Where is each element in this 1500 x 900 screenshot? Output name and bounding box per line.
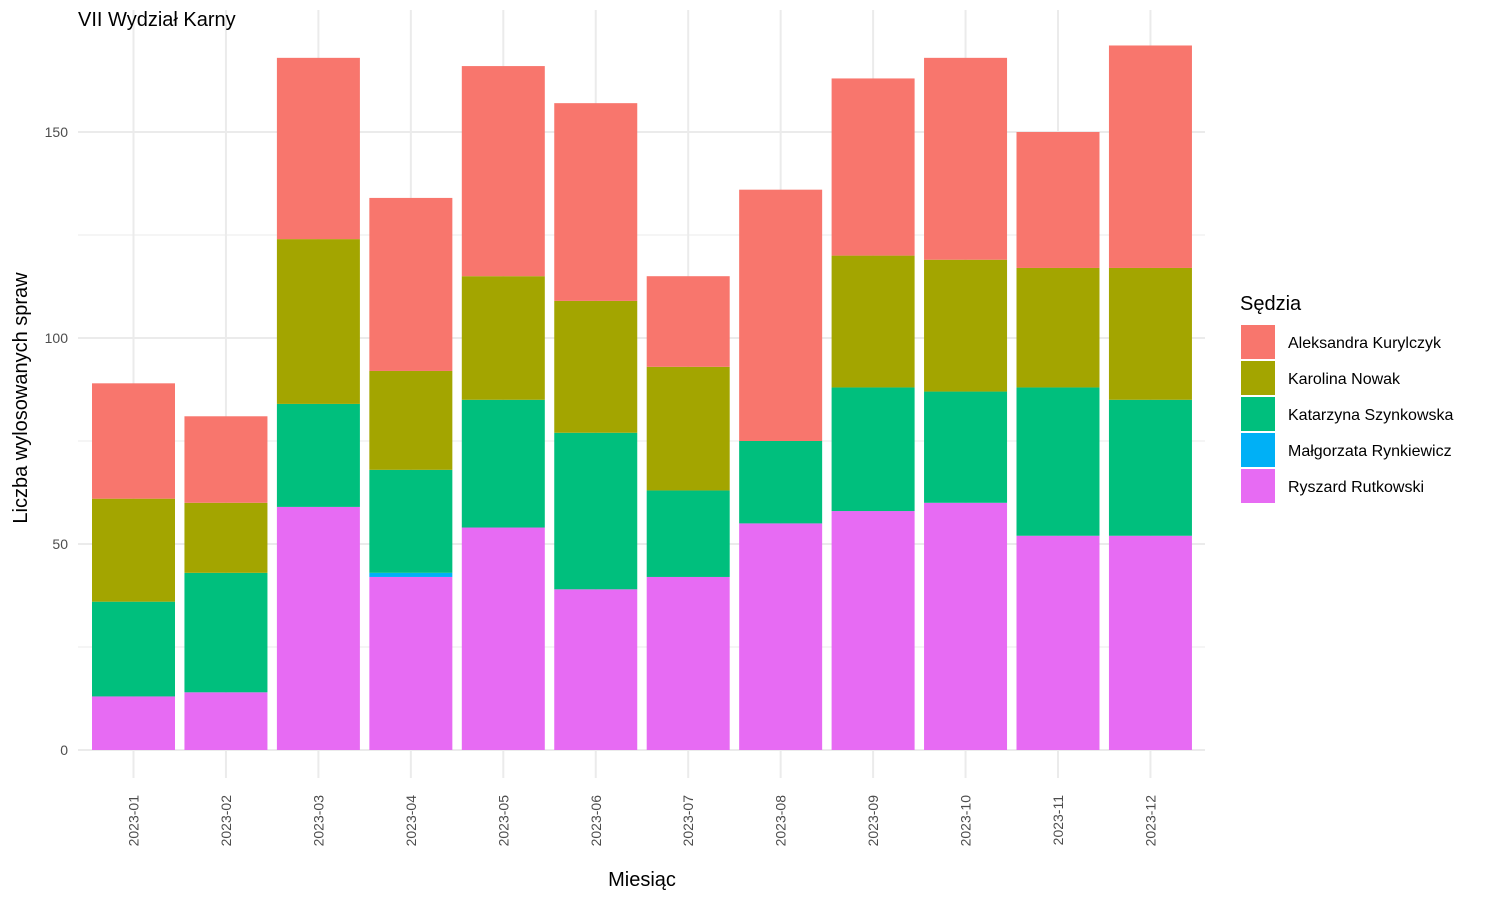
x-tick-label: 2023-10 (958, 795, 974, 847)
legend-label: Ryszard Rutkowski (1288, 479, 1424, 496)
bar-segment (554, 432, 638, 590)
chart-title: VII Wydział Karny (78, 9, 236, 31)
legend-swatch (1241, 397, 1275, 431)
bar-segment (184, 572, 268, 693)
bar-segment (92, 498, 175, 602)
bar-segment (739, 189, 823, 441)
legend-label: Katarzyna Szynkowska (1288, 407, 1454, 424)
bar-segment (184, 416, 268, 503)
y-tick-label: 100 (45, 330, 69, 346)
x-tick-label: 2023-06 (588, 795, 604, 847)
legend-label: Małgorzata Rynkiewicz (1288, 443, 1452, 460)
bar-segment (924, 502, 1008, 750)
legend: Sędzia Aleksandra Kurylczyk Karolina Nowa… (1240, 293, 1454, 503)
bar-segment (461, 66, 545, 277)
bar-segment (461, 276, 545, 400)
x-tick-label: 2023-12 (1142, 795, 1158, 847)
bar-segment (369, 197, 453, 371)
bar-segment (831, 255, 915, 388)
bar-segment (646, 576, 730, 750)
y-tick-labels: 0 50 100 150 (45, 124, 69, 758)
legend-title: Sędzia (1240, 293, 1302, 315)
bar-segment (461, 399, 545, 528)
bar-segment (92, 601, 175, 697)
bar-segment (1108, 399, 1192, 536)
bar-segment (831, 511, 915, 750)
x-tick-label: 2023-09 (865, 795, 881, 847)
bar-segment (646, 366, 730, 491)
y-tick-label: 150 (45, 124, 69, 140)
bar-segment (924, 57, 1008, 260)
bar-segment (276, 506, 360, 750)
x-tick-labels: 2023-01 2023-02 2023-03 2023-04 2023-05 2023-… (126, 795, 1159, 847)
bar-segment (646, 490, 730, 577)
bar-segment (739, 441, 823, 524)
bar-segment (1016, 535, 1100, 750)
bar-segment (554, 103, 638, 301)
x-tick-label: 2023-05 (495, 795, 511, 847)
legend-label: Karolina Nowak (1288, 371, 1401, 388)
bar-segment (92, 696, 175, 750)
bar-segment (1016, 132, 1100, 268)
y-tick-label: 0 (60, 742, 68, 758)
bar-segment (184, 692, 268, 750)
bar-segment (276, 239, 360, 404)
x-tick-label: 2023-04 (403, 795, 419, 847)
bar-segment (276, 403, 360, 507)
bar-segment (924, 391, 1008, 503)
x-tick-label: 2023-07 (680, 795, 696, 847)
bar-segment (369, 576, 453, 750)
legend-swatch (1241, 325, 1275, 359)
legend-swatch (1241, 361, 1275, 395)
x-tick-label: 2023-11 (1050, 795, 1066, 846)
bar-segment (184, 502, 268, 573)
bar-segment (739, 523, 823, 750)
bar-segment (1108, 267, 1192, 400)
bar-segment (1108, 45, 1192, 268)
bar-segment (92, 383, 175, 499)
bar-segment (646, 276, 730, 367)
bar-segment (831, 78, 915, 256)
legend-swatch (1241, 469, 1275, 503)
bar-segment (1108, 535, 1192, 750)
bar-segment (1016, 267, 1100, 388)
bar-segment (276, 57, 360, 240)
bar-segment (461, 527, 545, 750)
bar-segment (369, 370, 453, 470)
y-axis-title: Liczba wylosowanych spraw (10, 272, 32, 524)
x-tick-label: 2023-02 (218, 795, 234, 847)
bar-segment (924, 259, 1008, 392)
legend-label: Aleksandra Kurylczyk (1288, 335, 1442, 352)
bars (92, 45, 1192, 750)
bar-segment (554, 300, 638, 433)
x-tick-label: 2023-08 (773, 795, 789, 847)
x-tick-label: 2023-01 (126, 795, 142, 847)
bar-segment (1016, 387, 1100, 536)
x-tick-label: 2023-03 (310, 795, 326, 847)
bar-segment (369, 572, 453, 577)
bar-segment (554, 589, 638, 750)
x-axis-title: Miesiąc (608, 869, 676, 891)
bar-segment (831, 387, 915, 512)
legend-swatch (1241, 433, 1275, 467)
bar-segment (369, 469, 453, 573)
y-tick-label: 50 (52, 536, 68, 552)
